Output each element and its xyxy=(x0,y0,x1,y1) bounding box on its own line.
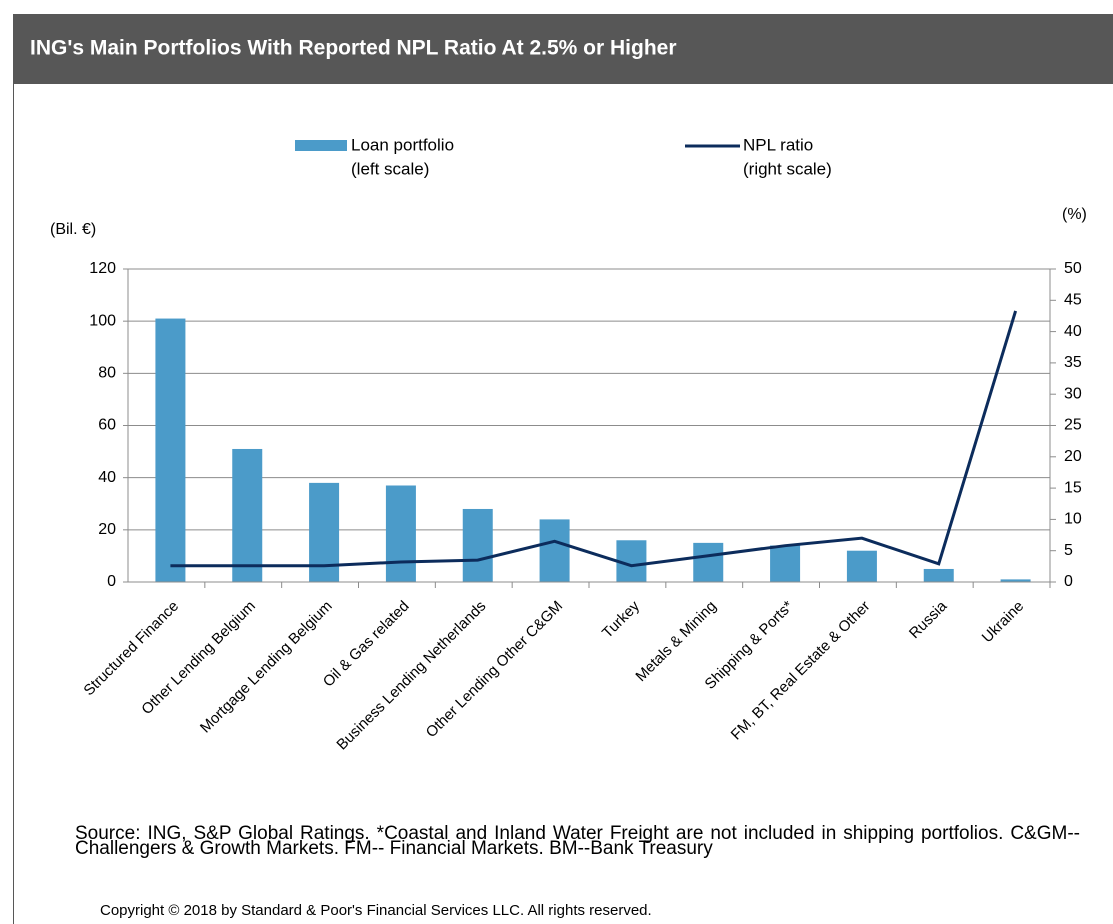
bar xyxy=(923,568,954,582)
y2-tick-label: 30 xyxy=(1064,385,1082,402)
y2-tick-label: 50 xyxy=(1064,260,1082,277)
y2-tick-label: 45 xyxy=(1064,292,1082,309)
bar xyxy=(846,550,877,582)
chart-title: ING's Main Portfolios With Reported NPL … xyxy=(30,37,677,60)
bar xyxy=(1000,579,1031,582)
y-tick-label: 120 xyxy=(89,260,116,277)
bar xyxy=(385,485,416,582)
y2-tick-label: 15 xyxy=(1064,479,1082,496)
y-tick-label: 60 xyxy=(98,417,116,434)
y2-tick-label: 10 xyxy=(1064,511,1082,528)
legend-swatch xyxy=(295,140,347,151)
y-axis-label: (Bil. €) xyxy=(50,221,96,238)
bar xyxy=(232,448,263,582)
y-tick-label: 80 xyxy=(98,365,116,382)
x-tick-label: Mortgage Lending Belgium xyxy=(197,598,336,737)
x-tick-label: FM, BT, Real Estate & Other xyxy=(728,598,874,744)
legend-label: Loan portfolio xyxy=(351,135,454,154)
bar xyxy=(155,318,186,582)
y2-tick-label: 40 xyxy=(1064,323,1082,340)
x-tick-label: Ukraine xyxy=(979,598,1028,647)
bar xyxy=(539,519,570,582)
x-tick-label: Business Lending Netherlands xyxy=(333,598,489,754)
y2-tick-label: 20 xyxy=(1064,448,1082,465)
y2-tick-label: 5 xyxy=(1064,542,1073,559)
legend-label: NPL ratio xyxy=(743,135,813,154)
bar xyxy=(693,542,724,582)
source-note: Source: ING, S&P Global Ratings. *Coasta… xyxy=(75,823,1080,859)
copyright: Copyright © 2018 by Standard & Poor's Fi… xyxy=(100,902,652,919)
header-bar xyxy=(13,14,1113,84)
y2-tick-label: 35 xyxy=(1064,354,1082,371)
npl-line xyxy=(170,310,1018,568)
y2-axis-label: (%) xyxy=(1062,206,1087,223)
legend-sublabel: (left scale) xyxy=(351,159,429,178)
y-tick-label: 40 xyxy=(98,469,116,486)
y-tick-label: 100 xyxy=(89,312,116,329)
legend-sublabel: (right scale) xyxy=(743,159,832,178)
y2-tick-label: 0 xyxy=(1064,573,1073,590)
y2-tick-label: 25 xyxy=(1064,417,1082,434)
x-tick-label: Turkey xyxy=(599,597,643,641)
x-tick-label: Russia xyxy=(906,597,951,642)
x-tick-label: Other Lending Other C&GM xyxy=(423,598,566,741)
y-tick-label: 20 xyxy=(98,521,116,538)
bar xyxy=(770,545,801,582)
bar xyxy=(462,508,493,582)
x-tick-label: Metals & Mining xyxy=(632,598,719,685)
y-tick-label: 0 xyxy=(107,573,116,590)
